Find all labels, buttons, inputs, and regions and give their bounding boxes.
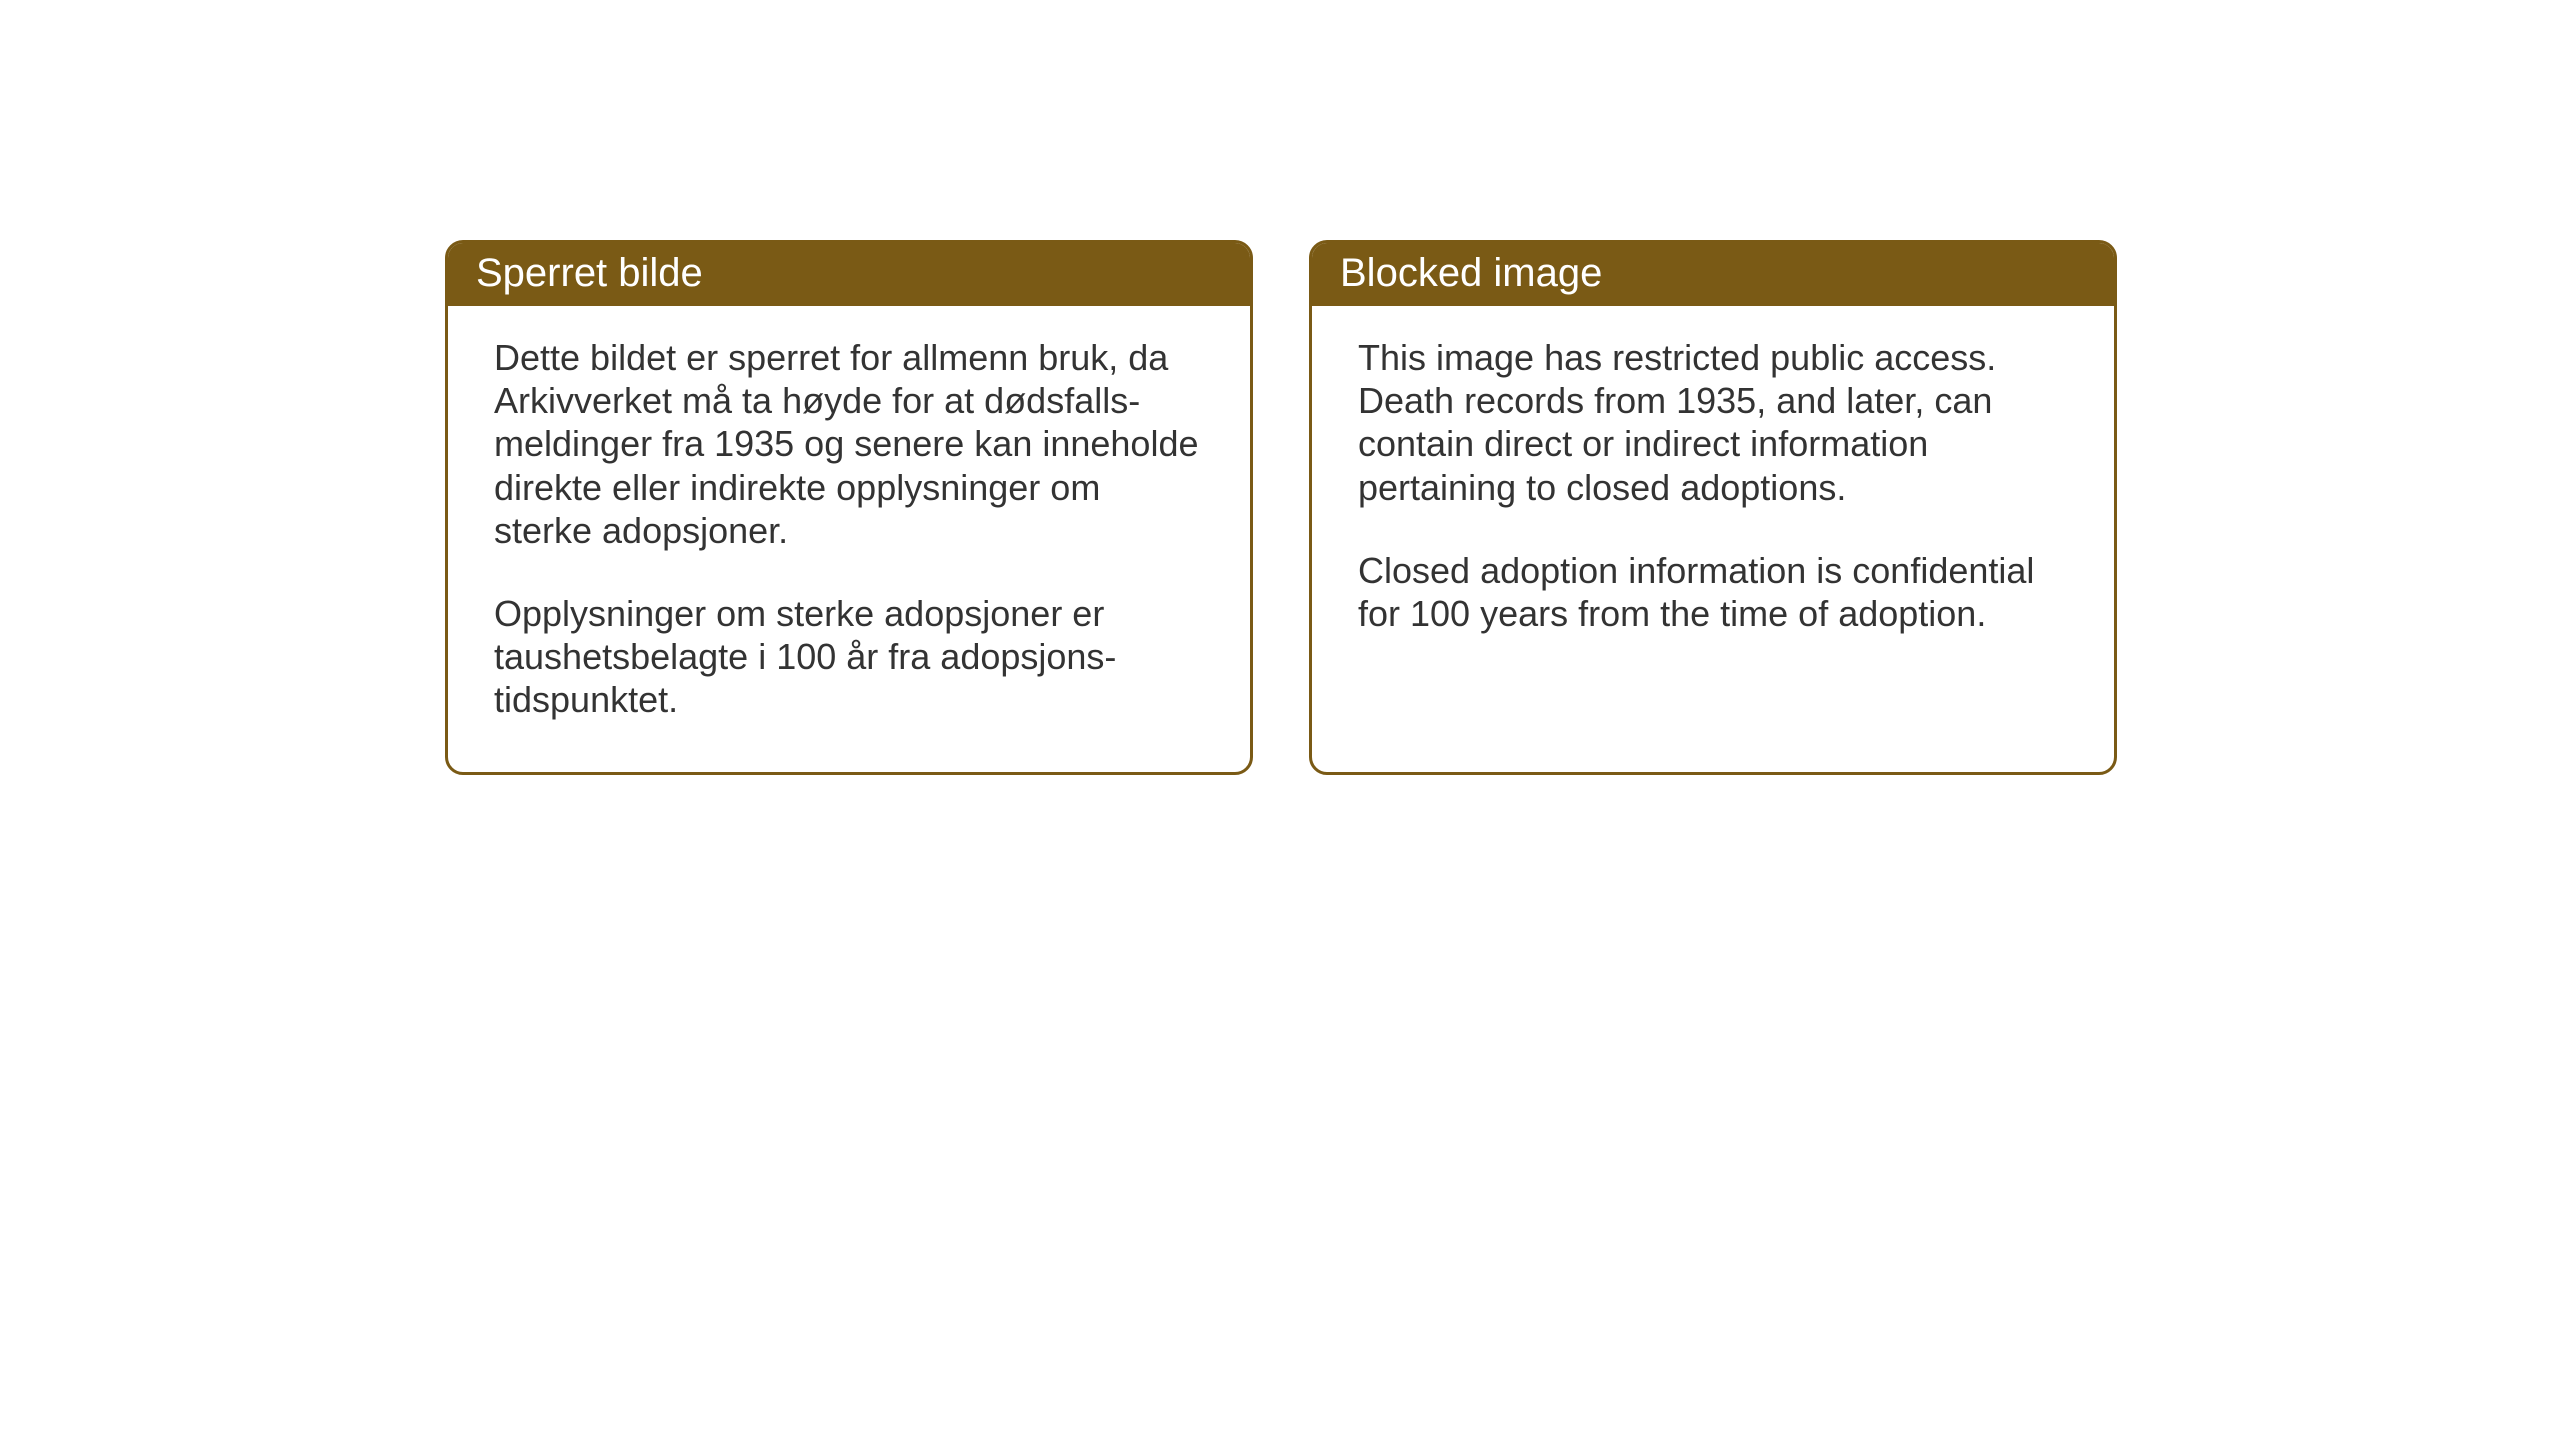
cards-container: Sperret bilde Dette bildet er sperret fo… (445, 240, 2117, 775)
card-paragraph1-english: This image has restricted public access.… (1358, 336, 2068, 509)
card-paragraph1-norwegian: Dette bildet er sperret for allmenn bruk… (494, 336, 1204, 552)
card-title-english: Blocked image (1340, 251, 1602, 295)
card-paragraph2-norwegian: Opplysninger om sterke adopsjoner er tau… (494, 592, 1204, 722)
card-body-english: This image has restricted public access.… (1312, 306, 2114, 685)
card-body-norwegian: Dette bildet er sperret for allmenn bruk… (448, 306, 1250, 772)
card-english: Blocked image This image has restricted … (1309, 240, 2117, 775)
card-title-norwegian: Sperret bilde (476, 251, 703, 295)
card-header-norwegian: Sperret bilde (448, 243, 1250, 306)
card-paragraph2-english: Closed adoption information is confident… (1358, 549, 2068, 635)
card-header-english: Blocked image (1312, 243, 2114, 306)
card-norwegian: Sperret bilde Dette bildet er sperret fo… (445, 240, 1253, 775)
